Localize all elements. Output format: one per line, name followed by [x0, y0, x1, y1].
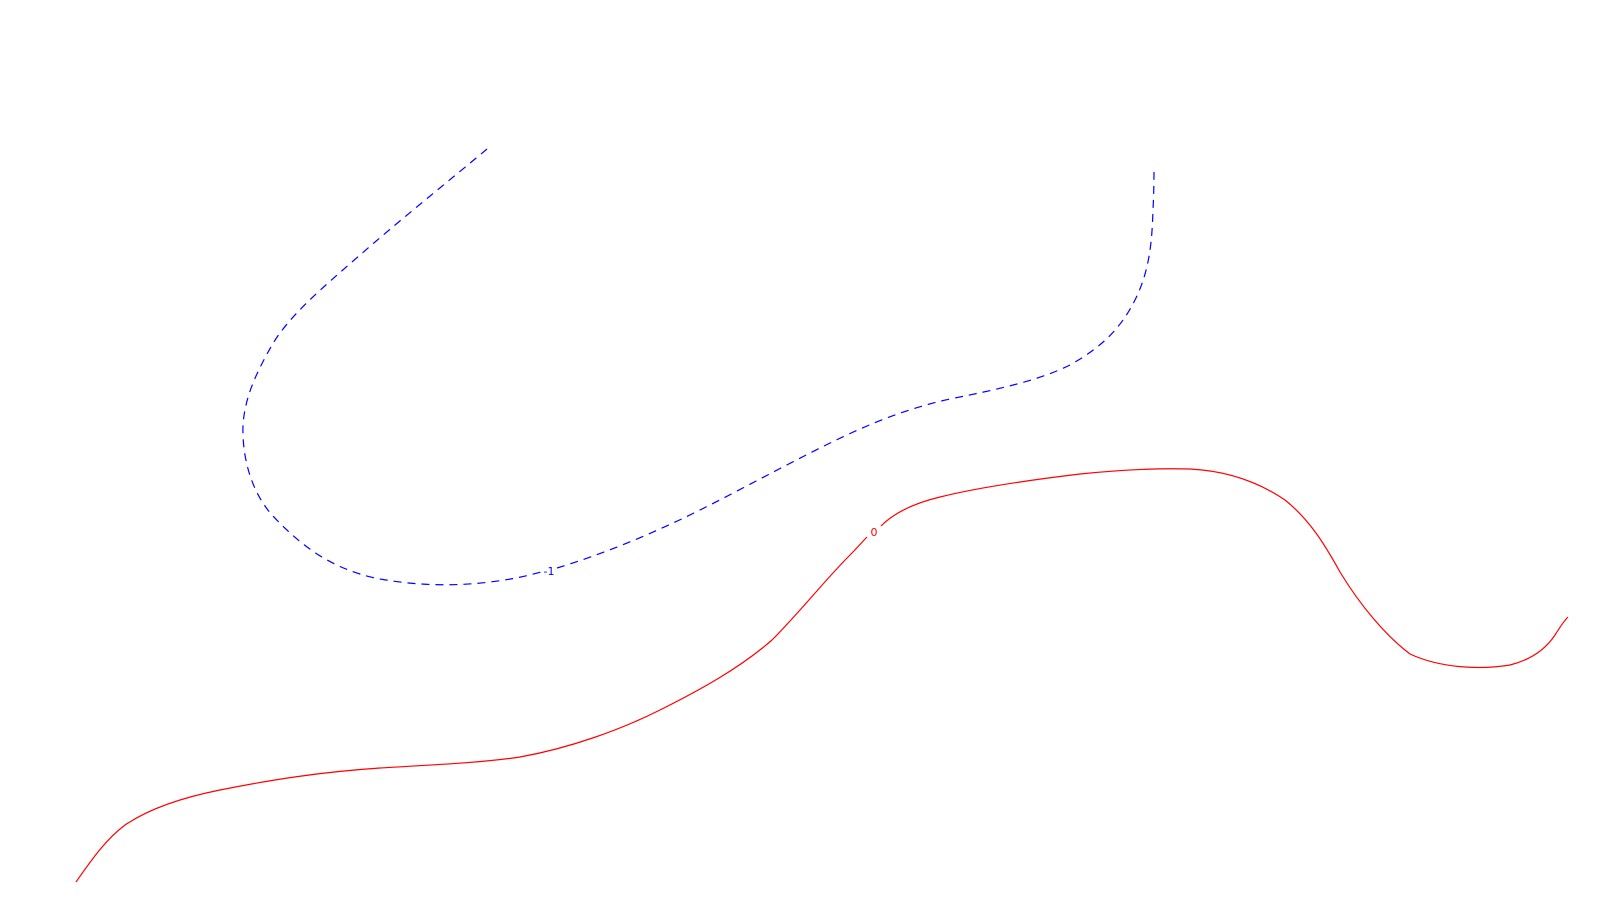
- contour-line-minus-1-segment-b: [556, 165, 1155, 569]
- contour-line-zero: [75, 468, 1569, 883]
- contour-line-zero-segment-b: [880, 468, 1569, 669]
- contour-line-zero-segment-a: [75, 536, 868, 883]
- contour-line-minus-1: [242, 148, 1155, 586]
- contour-label-zero: 0: [871, 526, 878, 539]
- contour-label-minus-1: -1: [544, 565, 555, 578]
